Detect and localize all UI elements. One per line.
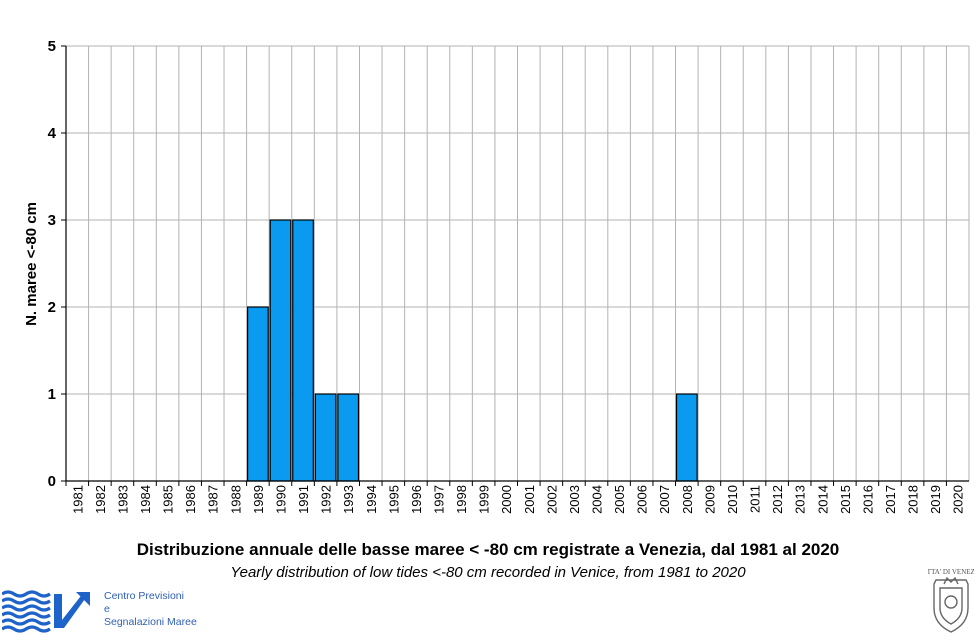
x-tick-label-1998: 1998 [454,485,469,514]
x-tick-label-2020: 2020 [951,485,966,514]
x-tick-label-2015: 2015 [838,485,853,514]
x-tick-label-2009: 2009 [702,485,717,514]
axes [61,45,969,486]
bar-1993 [337,393,360,482]
x-tick-label-2002: 2002 [544,485,559,514]
x-tick-label-2018: 2018 [906,485,921,514]
cpsm-logo [2,590,90,633]
y-tick-label: 4 [48,125,57,142]
x-tick-label-1983: 1983 [115,485,130,514]
bar-2008 [675,393,698,482]
y-tick-label: 3 [48,212,56,229]
x-tick-label-2001: 2001 [522,485,537,514]
x-tick-label-1985: 1985 [161,485,176,514]
y-axis-label: N. maree <-80 cm [23,202,40,326]
x-tick-label-1982: 1982 [93,485,108,514]
x-tick-label-1984: 1984 [138,485,153,514]
bar-1989 [247,306,269,482]
y-tick-labels: 0 1 2 3 4 5 [48,38,57,490]
x-tick-label-2003: 2003 [567,485,582,514]
x-tick-label-1991: 1991 [296,485,311,514]
x-tick-label-1999: 1999 [477,485,492,514]
comune-logo-text: CITTA' DI VENEZIA [928,568,974,576]
y-tick-label: 1 [48,386,56,403]
x-tick-label-2012: 2012 [770,485,785,514]
x-tick-label-1988: 1988 [228,485,243,514]
crest-icon [933,576,969,633]
y-tick-label: 2 [48,299,56,316]
x-tick-label-1986: 1986 [183,485,198,514]
y-tick-label: 0 [48,473,56,490]
chart-title: Distribuzione annuale delle basse maree … [136,540,840,559]
x-tick-label-2011: 2011 [748,485,763,513]
x-tick-label-1995: 1995 [386,485,401,514]
cpsm-line-3: Segnalazioni Maree [104,616,197,628]
arrow-icon [54,592,90,628]
cpsm-logo-text: Centro Previsioni e Segnalazioni Maree [104,590,197,629]
x-tick-label-1981: 1981 [70,485,85,514]
x-tick-label-1990: 1990 [273,485,288,514]
x-tick-label-1993: 1993 [341,485,356,514]
x-tick-label-2006: 2006 [635,485,650,514]
comune-venezia-logo: CITTA' DI VENEZIA [928,568,974,633]
x-tick-label-2016: 2016 [860,485,875,514]
x-tick-label-2013: 2013 [793,485,808,514]
x-tick-label-2019: 2019 [928,485,943,514]
x-tick-label-1996: 1996 [409,485,424,514]
x-tick-label-1989: 1989 [251,485,266,514]
bar-1990 [269,219,292,482]
x-tick-label-2000: 2000 [499,485,514,514]
x-tick-label-2005: 2005 [612,485,627,514]
x-tick-label-2017: 2017 [883,485,898,514]
cpsm-line-2: e [104,603,110,615]
x-tick-label-1994: 1994 [364,485,379,514]
x-tick-label-1997: 1997 [431,485,446,514]
waves-icon [2,590,51,633]
y-tick-label: 5 [48,38,56,55]
x-tick-labels: 1981 1982 1983 1984 1985 1986 1987 1988 1989 1990… [70,485,965,514]
x-tick-label-2014: 2014 [815,485,830,514]
x-tick-label-2007: 2007 [657,485,672,514]
x-tick-label-2008: 2008 [680,485,695,514]
x-tick-label-2010: 2010 [725,485,740,514]
grid-lines [66,45,970,481]
bar-1992 [314,393,337,482]
bars [247,219,698,482]
x-tick-label-1987: 1987 [206,485,221,514]
x-tick-label-1992: 1992 [319,485,334,514]
bar-1991 [292,219,314,482]
chart-subtitle: Yearly distribution of low tides <-80 cm… [230,564,746,581]
x-tick-label-2004: 2004 [590,485,605,514]
cpsm-line-1: Centro Previsioni [104,590,184,602]
